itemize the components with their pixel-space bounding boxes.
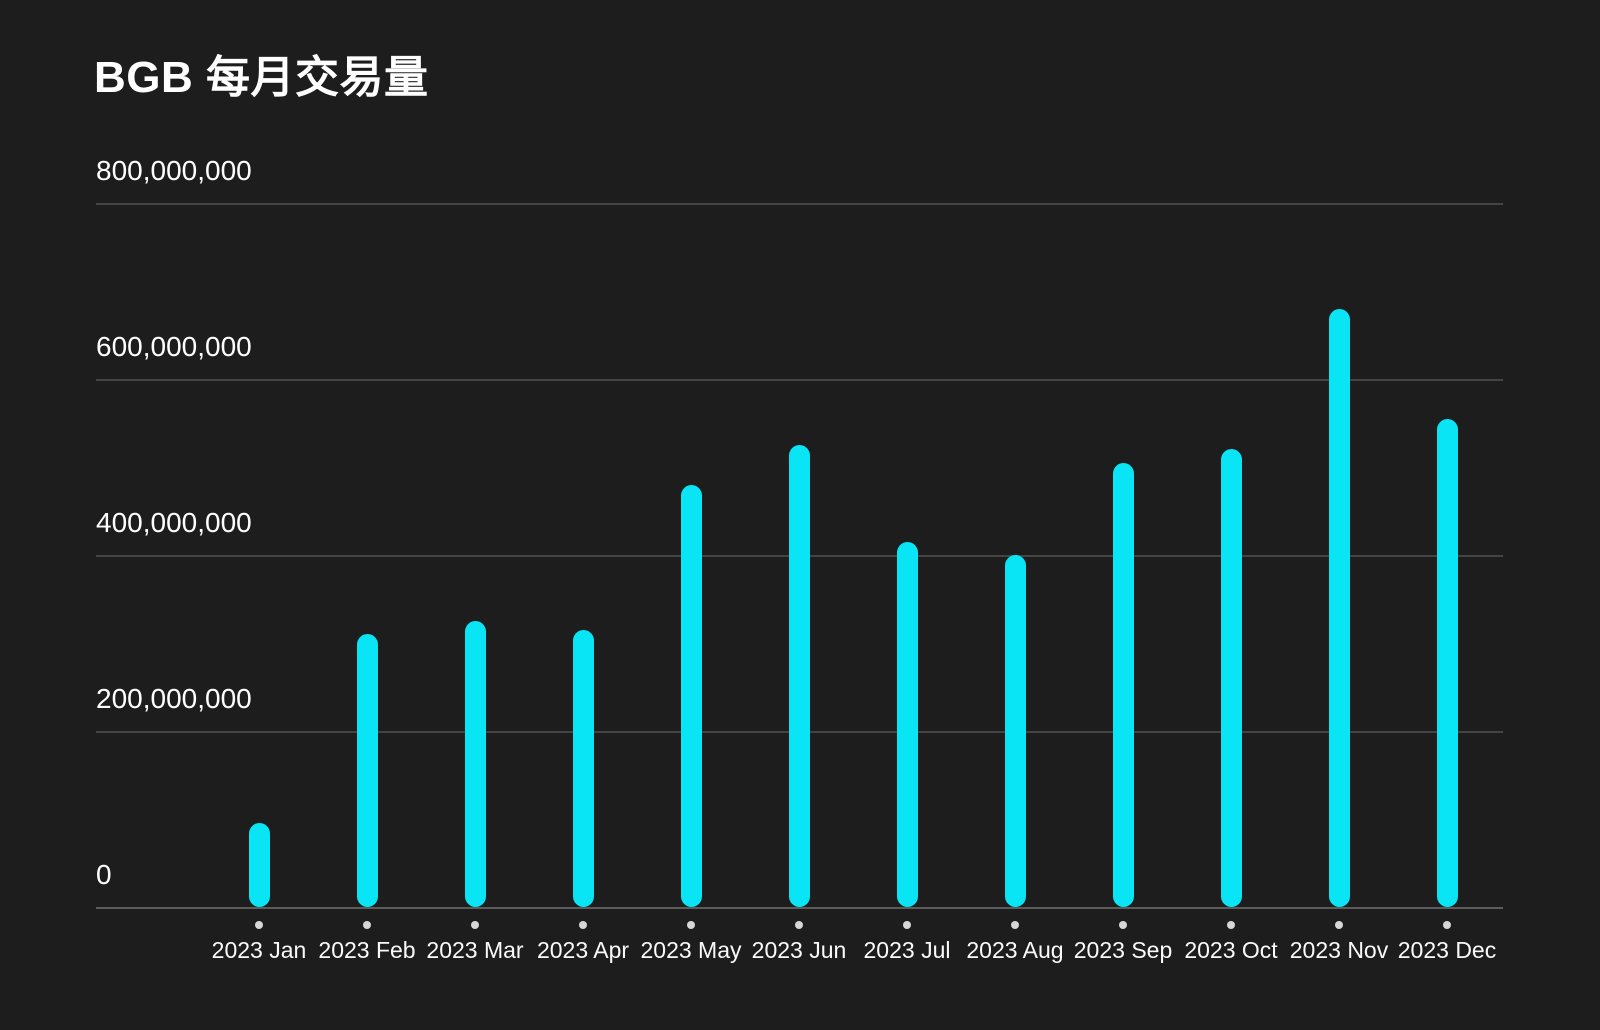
x-axis-tick-dot bbox=[1011, 921, 1019, 929]
x-axis-tick-label: 2023 Sep bbox=[1073, 937, 1173, 963]
x-axis-tick-dot bbox=[1443, 921, 1451, 929]
bar-2023-mar[interactable] bbox=[464, 621, 486, 907]
x-axis-tick-dot bbox=[795, 921, 803, 929]
x-axis-tick-label: 2023 Feb bbox=[318, 937, 416, 963]
x-axis-tick-label: 2023 Mar bbox=[426, 937, 524, 963]
bar-2023-feb[interactable] bbox=[356, 634, 378, 907]
x-axis-tick-label: 2023 Jun bbox=[751, 937, 847, 963]
bar-2023-may[interactable] bbox=[680, 484, 702, 907]
y-axis-tick-label: 400,000,000 bbox=[96, 507, 252, 538]
y-axis-tick-label: 600,000,000 bbox=[96, 331, 252, 362]
x-axis-tick-label: 2023 Oct bbox=[1184, 937, 1278, 963]
x-axis-tick-label: 2023 Jul bbox=[863, 937, 951, 963]
bar-2023-dec[interactable] bbox=[1436, 418, 1458, 907]
x-axis-tick-label: 2023 May bbox=[640, 937, 742, 963]
chart-title: BGB 每月交易量 bbox=[94, 53, 429, 102]
x-axis-line bbox=[96, 907, 1503, 909]
y-axis-tick-label: 800,000,000 bbox=[96, 155, 252, 186]
y-axis-tick-label: 200,000,000 bbox=[96, 683, 252, 714]
y-axis-tick-label: 0 bbox=[96, 859, 112, 890]
x-axis-tick-label: 2023 Aug bbox=[966, 937, 1064, 963]
x-axis-tick-dot bbox=[579, 921, 587, 929]
x-axis-tick-dot bbox=[1119, 921, 1127, 929]
x-axis-tick-dot bbox=[471, 921, 479, 929]
x-axis-tick-dot bbox=[1227, 921, 1235, 929]
x-axis-tick-dot bbox=[255, 921, 263, 929]
x-axis-tick-dot bbox=[363, 921, 371, 929]
x-axis-tick-dot bbox=[1335, 921, 1343, 929]
bar-2023-jan[interactable] bbox=[248, 823, 270, 907]
bar-2023-apr[interactable] bbox=[572, 629, 594, 907]
y-gridline bbox=[96, 203, 1503, 205]
bar-2023-sep[interactable] bbox=[1112, 462, 1134, 907]
y-gridline bbox=[96, 379, 1503, 381]
bar-2023-nov[interactable] bbox=[1328, 308, 1350, 907]
x-axis-tick-dot bbox=[903, 921, 911, 929]
bar-2023-aug[interactable] bbox=[1004, 555, 1026, 907]
x-axis-tick-dot bbox=[687, 921, 695, 929]
x-axis-tick-label: 2023 Dec bbox=[1397, 937, 1497, 963]
x-axis-tick-label: 2023 Apr bbox=[536, 937, 630, 963]
bar-2023-jul[interactable] bbox=[896, 541, 918, 907]
bar-2023-jun[interactable] bbox=[788, 445, 810, 907]
x-axis-tick-label: 2023 Nov bbox=[1289, 937, 1389, 963]
x-axis-tick-label: 2023 Jan bbox=[211, 937, 307, 963]
bar-2023-oct[interactable] bbox=[1220, 449, 1242, 907]
